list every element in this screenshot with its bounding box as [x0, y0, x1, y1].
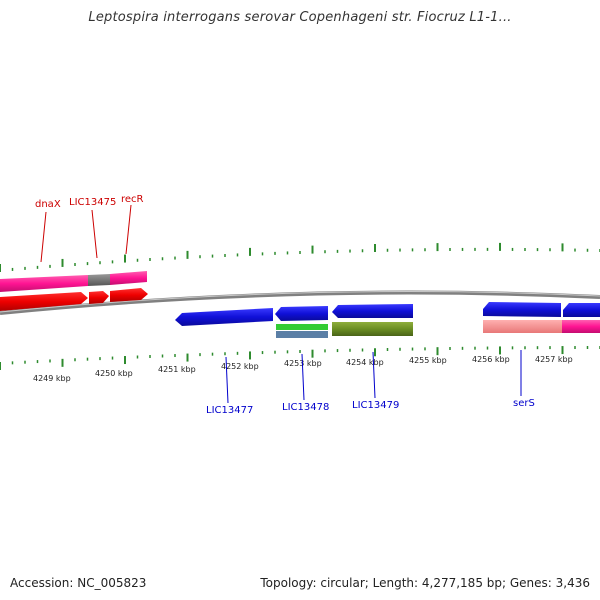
gene-red-mid[interactable]: [89, 291, 109, 304]
outer-ticks: [0, 242, 600, 272]
gene-blue-upper[interactable]: [332, 304, 413, 318]
gene-label-LIC13477[interactable]: LIC13477: [206, 405, 253, 416]
map-title: Leptospira interrogans serovar Copenhage…: [88, 10, 512, 25]
genome-summary-text: Topology: circular; Length: 4,277,185 bp…: [260, 576, 590, 590]
accession-text: Accession: NC_005823: [10, 576, 147, 590]
gene-serS-salmon[interactable]: [483, 320, 562, 333]
gene-serS-pink[interactable]: [562, 320, 600, 333]
gene-blue-serS-left[interactable]: [483, 302, 561, 317]
gene-blue-serS-right[interactable]: [563, 303, 600, 317]
leader-line-LIC13477: [225, 356, 229, 404]
gene-LIC13477[interactable]: [175, 308, 273, 326]
tick-label: 4257 kbp: [535, 355, 573, 364]
gene-label-recR[interactable]: recR: [121, 194, 144, 205]
leader-line-LIC13479: [372, 351, 376, 399]
gene-label-LIC13479[interactable]: LIC13479: [352, 400, 399, 411]
gene-LIC13478-steel[interactable]: [276, 331, 328, 338]
inner-ticks: [0, 346, 600, 370]
tick-label: 4252 kbp: [221, 362, 259, 371]
tick-label: 4255 kbp: [409, 356, 447, 365]
gene-label-dnaX[interactable]: dnaX: [35, 199, 61, 210]
leader-line-LIC13478: [301, 353, 305, 401]
genome-backbone-highlight: [0, 291, 600, 313]
tick-label: 4254 kbp: [346, 358, 384, 367]
gene-pink-recR[interactable]: [110, 271, 147, 285]
gene-LIC13478-blue[interactable]: [275, 306, 328, 321]
leader-line-dnaX: [40, 211, 47, 263]
gene-grey-LIC13475[interactable]: [88, 274, 110, 286]
gene-pink-left[interactable]: [0, 275, 88, 292]
leader-line-recR: [125, 204, 132, 255]
gene-label-serS[interactable]: serS: [513, 398, 535, 409]
gene-red-right[interactable]: [110, 288, 148, 302]
gene-LIC13478-green[interactable]: [276, 324, 328, 330]
tick-label: 4251 kbp: [158, 365, 196, 374]
gene-label-LIC13478[interactable]: LIC13478: [282, 402, 329, 413]
tick-label: 4256 kbp: [472, 355, 510, 364]
genome-backbone: [0, 290, 600, 315]
leader-line-LIC13475: [91, 209, 98, 259]
tick-label: 4249 kbp: [33, 374, 71, 383]
tick-label: 4250 kbp: [95, 369, 133, 378]
gene-LIC13479[interactable]: [332, 322, 413, 336]
gene-label-LIC13475[interactable]: LIC13475: [69, 197, 116, 208]
gene-red-left[interactable]: [0, 292, 88, 311]
